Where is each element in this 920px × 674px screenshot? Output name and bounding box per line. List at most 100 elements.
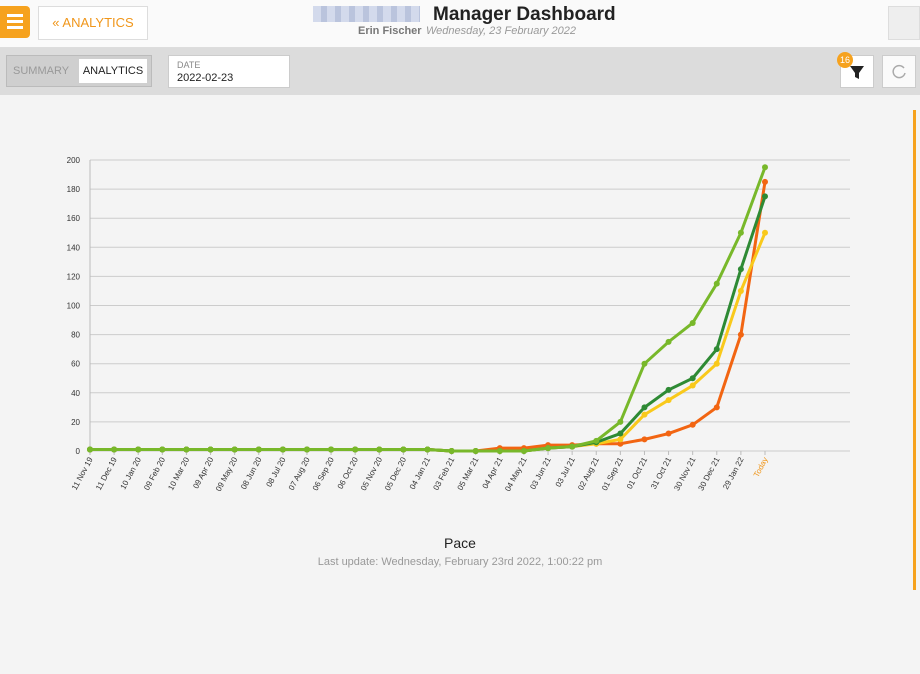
data-point	[641, 411, 648, 418]
x-tick-label: 06 Sep 20	[311, 455, 336, 492]
data-point	[665, 386, 672, 393]
tab-switch: SUMMARY ANALYTICS	[6, 55, 152, 87]
data-point	[641, 404, 648, 411]
data-point	[737, 229, 744, 236]
data-point	[617, 430, 624, 437]
x-tick-label: 09 Apr 20	[191, 455, 215, 490]
data-point	[689, 382, 696, 389]
data-point	[641, 360, 648, 367]
blurred-name	[313, 6, 420, 22]
data-point	[207, 446, 214, 453]
x-tick-label: 04 Apr 21	[481, 455, 505, 490]
chart: Pace Last update: Wednesday, February 23…	[67, 156, 850, 568]
x-tick-label: 30 Nov 21	[672, 455, 697, 492]
data-point	[400, 446, 407, 453]
top-bar: « ANALYTICS Manager Dashboard Erin Fisch…	[0, 0, 920, 48]
y-tick-label: 180	[67, 185, 81, 194]
data-point	[617, 440, 624, 447]
x-tick-label: 08 Jun 20	[239, 455, 264, 491]
header-date: Wednesday, 23 February 2022	[426, 25, 577, 37]
x-tick-label: 07 Aug 20	[287, 455, 312, 492]
data-point	[159, 446, 166, 453]
data-point	[713, 280, 720, 287]
data-point	[135, 446, 142, 453]
data-point	[352, 446, 359, 453]
y-tick-label: 160	[67, 214, 81, 223]
data-point	[762, 178, 768, 185]
series-line	[90, 166, 767, 453]
data-point	[231, 446, 238, 453]
x-tick-label: 06 Oct 20	[336, 455, 360, 490]
data-point	[762, 229, 768, 236]
data-point	[713, 346, 720, 353]
x-tick-label: Today	[752, 456, 770, 479]
data-point	[472, 448, 479, 454]
date-picker[interactable]: DATE 2022-02-23	[168, 55, 290, 88]
x-tick-label: 30 Dec 21	[696, 455, 721, 492]
y-tick-label: 80	[71, 331, 80, 340]
y-tick-label: 40	[71, 389, 80, 398]
data-point	[448, 448, 455, 454]
data-point	[593, 437, 600, 444]
x-tick-label: 31 Oct 21	[649, 455, 673, 490]
y-tick-label: 100	[67, 302, 81, 311]
page-title: Manager Dashboard	[433, 4, 616, 25]
toolbar: SUMMARY ANALYTICS DATE 2022-02-23 16	[0, 48, 920, 95]
activity-button[interactable]	[888, 6, 920, 40]
x-tick-label: 05 Mar 21	[456, 455, 481, 492]
data-point	[111, 446, 118, 453]
data-point	[762, 164, 768, 171]
filter-count: 16	[837, 52, 853, 68]
refresh-icon	[892, 64, 906, 79]
y-tick-label: 200	[67, 156, 81, 165]
data-point	[689, 375, 696, 382]
data-point	[496, 448, 503, 454]
y-tick-label: 20	[71, 418, 80, 427]
data-point	[617, 436, 624, 443]
refresh-button[interactable]	[882, 55, 916, 88]
x-tick-label: 05 Dec 20	[383, 455, 408, 492]
x-tick-label: 03 Jul 21	[554, 455, 577, 488]
series-line	[90, 195, 767, 453]
data-point	[641, 436, 648, 443]
x-tick-label: 11 Nov 19	[70, 455, 95, 491]
data-point	[762, 193, 768, 200]
x-tick-label: 08 Jul 20	[264, 455, 287, 488]
data-point	[255, 446, 262, 453]
back-button[interactable]: « ANALYTICS	[38, 6, 148, 40]
y-tick-label: 120	[67, 272, 81, 281]
data-point	[737, 266, 744, 273]
x-tick-label: 10 Jan 20	[119, 455, 144, 491]
y-tick-label: 140	[67, 243, 81, 252]
data-point	[737, 331, 744, 338]
data-point	[689, 421, 696, 428]
data-point	[617, 418, 624, 425]
chart-title: Pace	[444, 535, 476, 551]
data-point	[689, 319, 696, 326]
data-point	[737, 287, 744, 294]
x-tick-label: 09 May 20	[214, 455, 240, 493]
tab-active[interactable]: ANALYTICS	[79, 59, 147, 83]
y-tick-label: 60	[71, 360, 80, 369]
x-tick-label: 01 Sep 21	[600, 455, 625, 492]
data-point	[713, 404, 720, 411]
x-tick-label: 04 Jan 21	[408, 455, 433, 491]
menu-button[interactable]	[0, 6, 30, 38]
x-tick-label: 11 Dec 19	[94, 455, 119, 491]
series-line	[90, 181, 767, 453]
x-tick-label: 09 Feb 20	[142, 455, 167, 492]
data-point	[545, 445, 552, 452]
tab[interactable]: SUMMARY	[13, 65, 70, 77]
data-point	[665, 338, 672, 345]
data-point	[665, 430, 672, 437]
x-tick-label: 10 Mar 20	[166, 455, 191, 492]
x-tick-label: 03 Jun 21	[528, 455, 553, 491]
data-point	[424, 446, 431, 453]
data-point	[183, 446, 190, 453]
scrollbar	[913, 110, 916, 590]
x-tick-label: 02 Aug 21	[576, 455, 601, 492]
data-point	[569, 443, 576, 450]
data-point	[520, 448, 527, 454]
data-point	[303, 446, 310, 453]
